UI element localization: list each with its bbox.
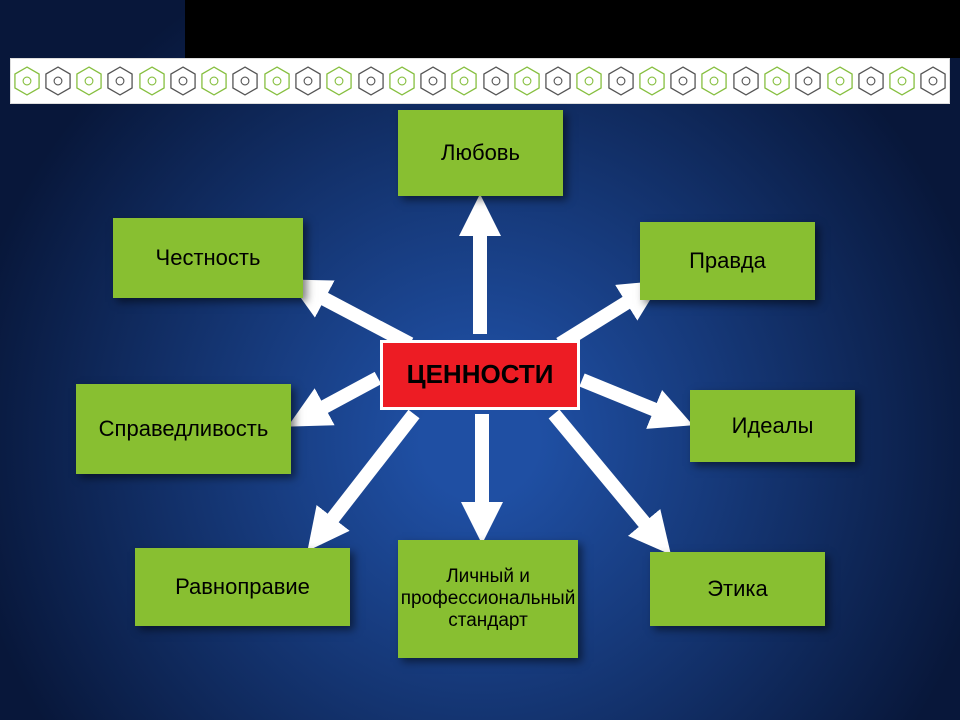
value-node-standard: Личный и профессиональный стандарт: [398, 540, 578, 658]
arrow-to-ethics: [554, 414, 662, 544]
arrow-to-truth: [560, 288, 650, 344]
strip-hex-icon: [795, 66, 821, 96]
strip-hex-icon: [170, 66, 196, 96]
strip-hex-icon: [295, 66, 321, 96]
value-node-ethics: Этика: [650, 552, 825, 626]
top-black-bar: [185, 0, 960, 58]
strip-hex-icon: [326, 66, 352, 96]
arrow-to-justice: [300, 378, 378, 420]
strip-hex-icon: [451, 66, 477, 96]
strip-hex-icon: [514, 66, 540, 96]
value-node-label: Равноправие: [175, 574, 310, 599]
value-node-label: Справедливость: [99, 416, 269, 441]
arrow-to-equality: [316, 414, 414, 540]
center-node-values: ЦЕННОСТИ: [380, 340, 580, 410]
strip-hex-icon: [139, 66, 165, 96]
strip-hex-icon: [670, 66, 696, 96]
value-node-label: Личный и профессиональный стандарт: [401, 566, 576, 632]
strip-hex-icon: [608, 66, 634, 96]
value-node-label: Этика: [707, 576, 768, 601]
value-node-truth: Правда: [640, 222, 815, 300]
strip-hex-icon: [701, 66, 727, 96]
strip-hex-icon: [232, 66, 258, 96]
value-node-ideals: Идеалы: [690, 390, 855, 462]
strip-hex-icon: [827, 66, 853, 96]
strip-hex-icon: [639, 66, 665, 96]
strip-hex-icon: [733, 66, 759, 96]
diagram-stage: ЦЕННОСТИ Любовь Честность Правда Справедлив…: [0, 0, 960, 720]
strip-hex-icon: [764, 66, 790, 96]
strip-hex-icon: [576, 66, 602, 96]
strip-hex-icon: [889, 66, 915, 96]
strip-hex-icon: [420, 66, 446, 96]
value-node-label: Правда: [689, 248, 766, 273]
value-node-honesty: Честность: [113, 218, 303, 298]
strip-hex-icon: [264, 66, 290, 96]
strip-hex-icon: [920, 66, 946, 96]
strip-hex-icon: [201, 66, 227, 96]
center-node-label: ЦЕННОСТИ: [407, 360, 554, 390]
strip-hex-icon: [358, 66, 384, 96]
strip-hex-icon: [858, 66, 884, 96]
value-node-equality: Равноправие: [135, 548, 350, 626]
arrow-to-ideals: [582, 380, 680, 420]
value-node-label: Любовь: [441, 140, 520, 165]
value-node-love: Любовь: [398, 110, 563, 196]
value-node-label: Честность: [156, 245, 261, 270]
strip-hex-icon: [45, 66, 71, 96]
value-node-justice: Справедливость: [76, 384, 291, 474]
arrow-to-honesty: [300, 286, 410, 344]
strip-hex-icon: [107, 66, 133, 96]
value-node-label: Идеалы: [732, 413, 814, 438]
strip-hex-icon: [545, 66, 571, 96]
strip-hex-icon: [76, 66, 102, 96]
decorative-icon-strip: [10, 58, 950, 104]
strip-hex-icon: [483, 66, 509, 96]
strip-hex-icon: [389, 66, 415, 96]
strip-hex-icon: [14, 66, 40, 96]
